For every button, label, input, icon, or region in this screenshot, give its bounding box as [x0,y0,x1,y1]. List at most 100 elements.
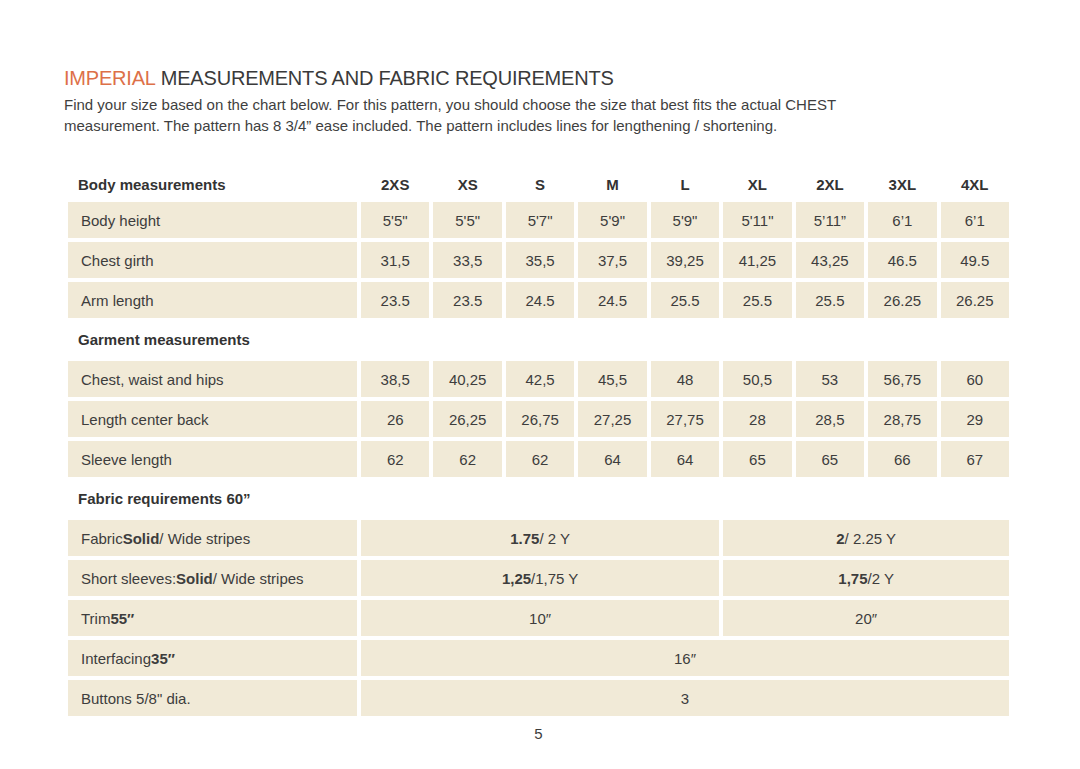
label-part: Short sleeves: [81,570,176,587]
value-cell-4xl: 60 [941,361,1009,397]
label-part: Interfacing [81,650,151,667]
label-part: Buttons 5/8" dia. [81,690,191,707]
intro-line-1: Find your size based on the chart below.… [64,94,1080,115]
value-cell-2xs: 38,5 [361,361,429,397]
row-label: Chest girth [68,242,357,278]
merged-value-cell: 16″ [361,640,1009,676]
row-label: Trim 55″ [68,600,357,636]
label-bold-part: Solid [176,570,213,587]
page-title: IMPERIALMEASUREMENTS AND FABRIC REQUIREM… [64,66,1080,90]
intro-line-2: measurement. The pattern has 8 3/4” ease… [64,115,1080,136]
section-grid-1: Body measurements2XSXSSMLXL2XL3XL4XLBody… [68,172,1009,318]
value-cell-2xs: 5'5" [361,202,429,238]
section-grid-3: Fabric Solid / Wide stripes1.75 / 2 Y2 /… [68,520,1009,716]
value-cell-4xl: 29 [941,401,1009,437]
size-column-header-4xl: 4XL [941,172,1009,196]
value-cell-xs: 33,5 [433,242,501,278]
value-cell-xl: 41,25 [723,242,791,278]
value-cell-m: 37,5 [578,242,646,278]
value-cell-s: 35,5 [506,242,574,278]
row-label: Fabric Solid / Wide stripes [68,520,357,556]
value-cell-4xl: 49.5 [941,242,1009,278]
value-cell-2xl: 28,5 [796,401,864,437]
document-page: IMPERIALMEASUREMENTS AND FABRIC REQUIREM… [0,0,1080,742]
value-cell-l: 25.5 [651,282,719,318]
value-cell-3xl: 56,75 [868,361,936,397]
value-cell-l: 48 [651,361,719,397]
intro-paragraph: Find your size based on the chart below.… [64,94,1080,136]
size-column-header-3xl: 3XL [868,172,936,196]
merged-value-cell: 10″ [361,600,719,636]
label-part: 3 [681,690,689,707]
section-title-2: Garment measurements [68,331,1009,349]
merged-value-cell: 1.75 / 2 Y [361,520,719,556]
value-cell-xl: 28 [723,401,791,437]
row-label: Arm length [68,282,357,318]
value-cell-2xs: 23.5 [361,282,429,318]
value-cell-m: 45,5 [578,361,646,397]
value-cell-xs: 26,25 [433,401,501,437]
value-cell-3xl: 26.25 [868,282,936,318]
label-bold-part: 55″ [110,610,134,627]
row-label: Sleeve length [68,441,357,477]
value-cell-s: 5'7" [506,202,574,238]
value-cell-l: 27,75 [651,401,719,437]
section-title-3: Fabric requirements 60” [68,490,1009,508]
value-cell-2xs: 62 [361,441,429,477]
label-bold-part: 1,75 [838,570,867,587]
value-cell-m: 27,25 [578,401,646,437]
value-cell-3xl: 66 [868,441,936,477]
merged-value-cell: 2 / 2.25 Y [723,520,1009,556]
value-cell-s: 24.5 [506,282,574,318]
size-column-header-xl: XL [723,172,791,196]
label-part: / 2 Y [539,530,570,547]
row-label: Body height [68,202,357,238]
label-part: 10″ [529,610,551,627]
row-label: Buttons 5/8" dia. [68,680,357,716]
value-cell-s: 26,75 [506,401,574,437]
value-cell-2xl: 53 [796,361,864,397]
merged-value-cell: 20″ [723,600,1009,636]
value-cell-s: 62 [506,441,574,477]
row-label: Chest, waist and hips [68,361,357,397]
label-part: / Wide stripes [159,530,250,547]
value-cell-xl: 25.5 [723,282,791,318]
size-column-header-2xl: 2XL [796,172,864,196]
value-cell-2xs: 31,5 [361,242,429,278]
column-header-label: Body measurements [68,172,357,196]
value-cell-4xl: 6’1 [941,202,1009,238]
size-column-header-2xs: 2XS [361,172,429,196]
section-grid-2: Chest, waist and hips38,540,2542,545,548… [68,361,1009,477]
page-title-highlight: IMPERIAL [64,67,156,89]
value-cell-s: 42,5 [506,361,574,397]
label-bold-part: 1.75 [510,530,539,547]
label-part: Fabric [81,530,123,547]
label-part: /1,75 Y [531,570,578,587]
label-bold-part: Solid [123,530,160,547]
value-cell-xs: 40,25 [433,361,501,397]
value-cell-l: 64 [651,441,719,477]
label-part: Trim [81,610,110,627]
value-cell-2xs: 26 [361,401,429,437]
value-cell-l: 5'9" [651,202,719,238]
page-title-rest: MEASUREMENTS AND FABRIC REQUIREMENTS [161,67,614,89]
label-part: 20″ [855,610,877,627]
value-cell-2xl: 43,25 [796,242,864,278]
label-part: / 2.25 Y [845,530,896,547]
value-cell-4xl: 26.25 [941,282,1009,318]
label-bold-part: 35″ [151,650,175,667]
value-cell-m: 5'9" [578,202,646,238]
value-cell-m: 24.5 [578,282,646,318]
label-bold-part: 1,25 [502,570,531,587]
merged-value-cell: 3 [361,680,1009,716]
value-cell-2xl: 65 [796,441,864,477]
size-column-header-xs: XS [433,172,501,196]
page-number: 5 [68,725,1009,742]
value-cell-xs: 23.5 [433,282,501,318]
merged-value-cell: 1,25 /1,75 Y [361,560,719,596]
row-label: Interfacing 35″ [68,640,357,676]
size-column-header-s: S [506,172,574,196]
value-cell-3xl: 46.5 [868,242,936,278]
value-cell-3xl: 6’1 [868,202,936,238]
value-cell-2xl: 25.5 [796,282,864,318]
